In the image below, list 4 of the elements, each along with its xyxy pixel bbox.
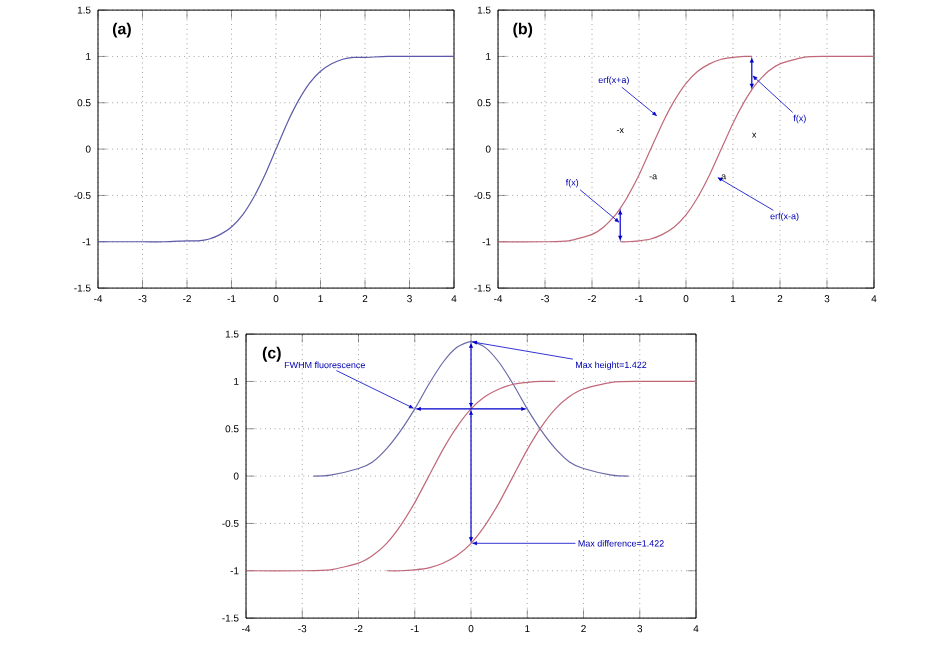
line-series	[498, 55, 753, 243]
line-series	[98, 55, 454, 243]
line-series	[246, 380, 556, 572]
line-series	[386, 380, 697, 572]
